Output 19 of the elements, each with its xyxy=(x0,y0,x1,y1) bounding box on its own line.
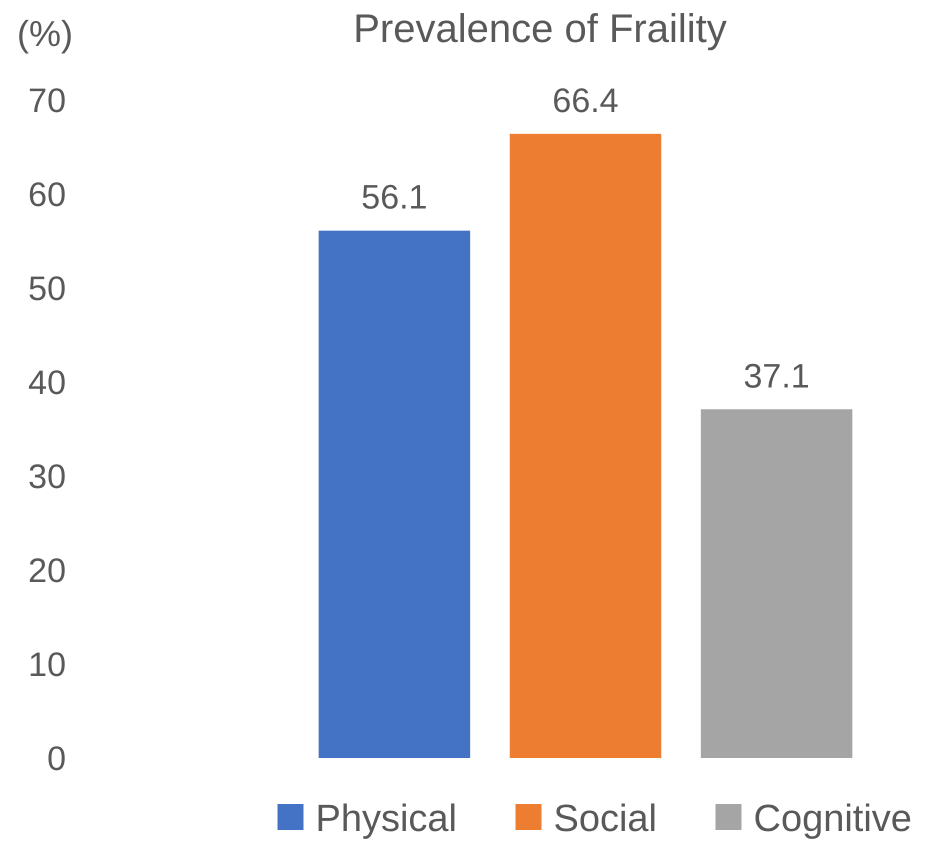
y-tick-label: 30 xyxy=(28,458,66,496)
y-tick-label: 70 xyxy=(28,82,66,120)
y-tick-label: 50 xyxy=(28,270,66,308)
y-tick-label: 10 xyxy=(28,646,66,684)
data-label: 56.1 xyxy=(361,178,428,217)
legend-label: Social xyxy=(554,798,657,840)
bar xyxy=(318,230,470,758)
bar xyxy=(700,409,852,758)
y-tick-label: 0 xyxy=(47,740,66,778)
chart-title: Prevalence of Fraility xyxy=(353,7,727,51)
legend-label: Cognitive xyxy=(754,798,912,840)
data-label: 66.4 xyxy=(552,82,619,120)
y-axis-title: (%) xyxy=(17,13,73,54)
bar xyxy=(510,134,662,758)
legend-label: Physical xyxy=(316,798,457,840)
y-tick-label: 40 xyxy=(28,364,66,402)
y-tick-label: 60 xyxy=(28,176,66,214)
y-tick-label: 20 xyxy=(28,552,66,590)
data-label: 37.1 xyxy=(744,357,810,396)
